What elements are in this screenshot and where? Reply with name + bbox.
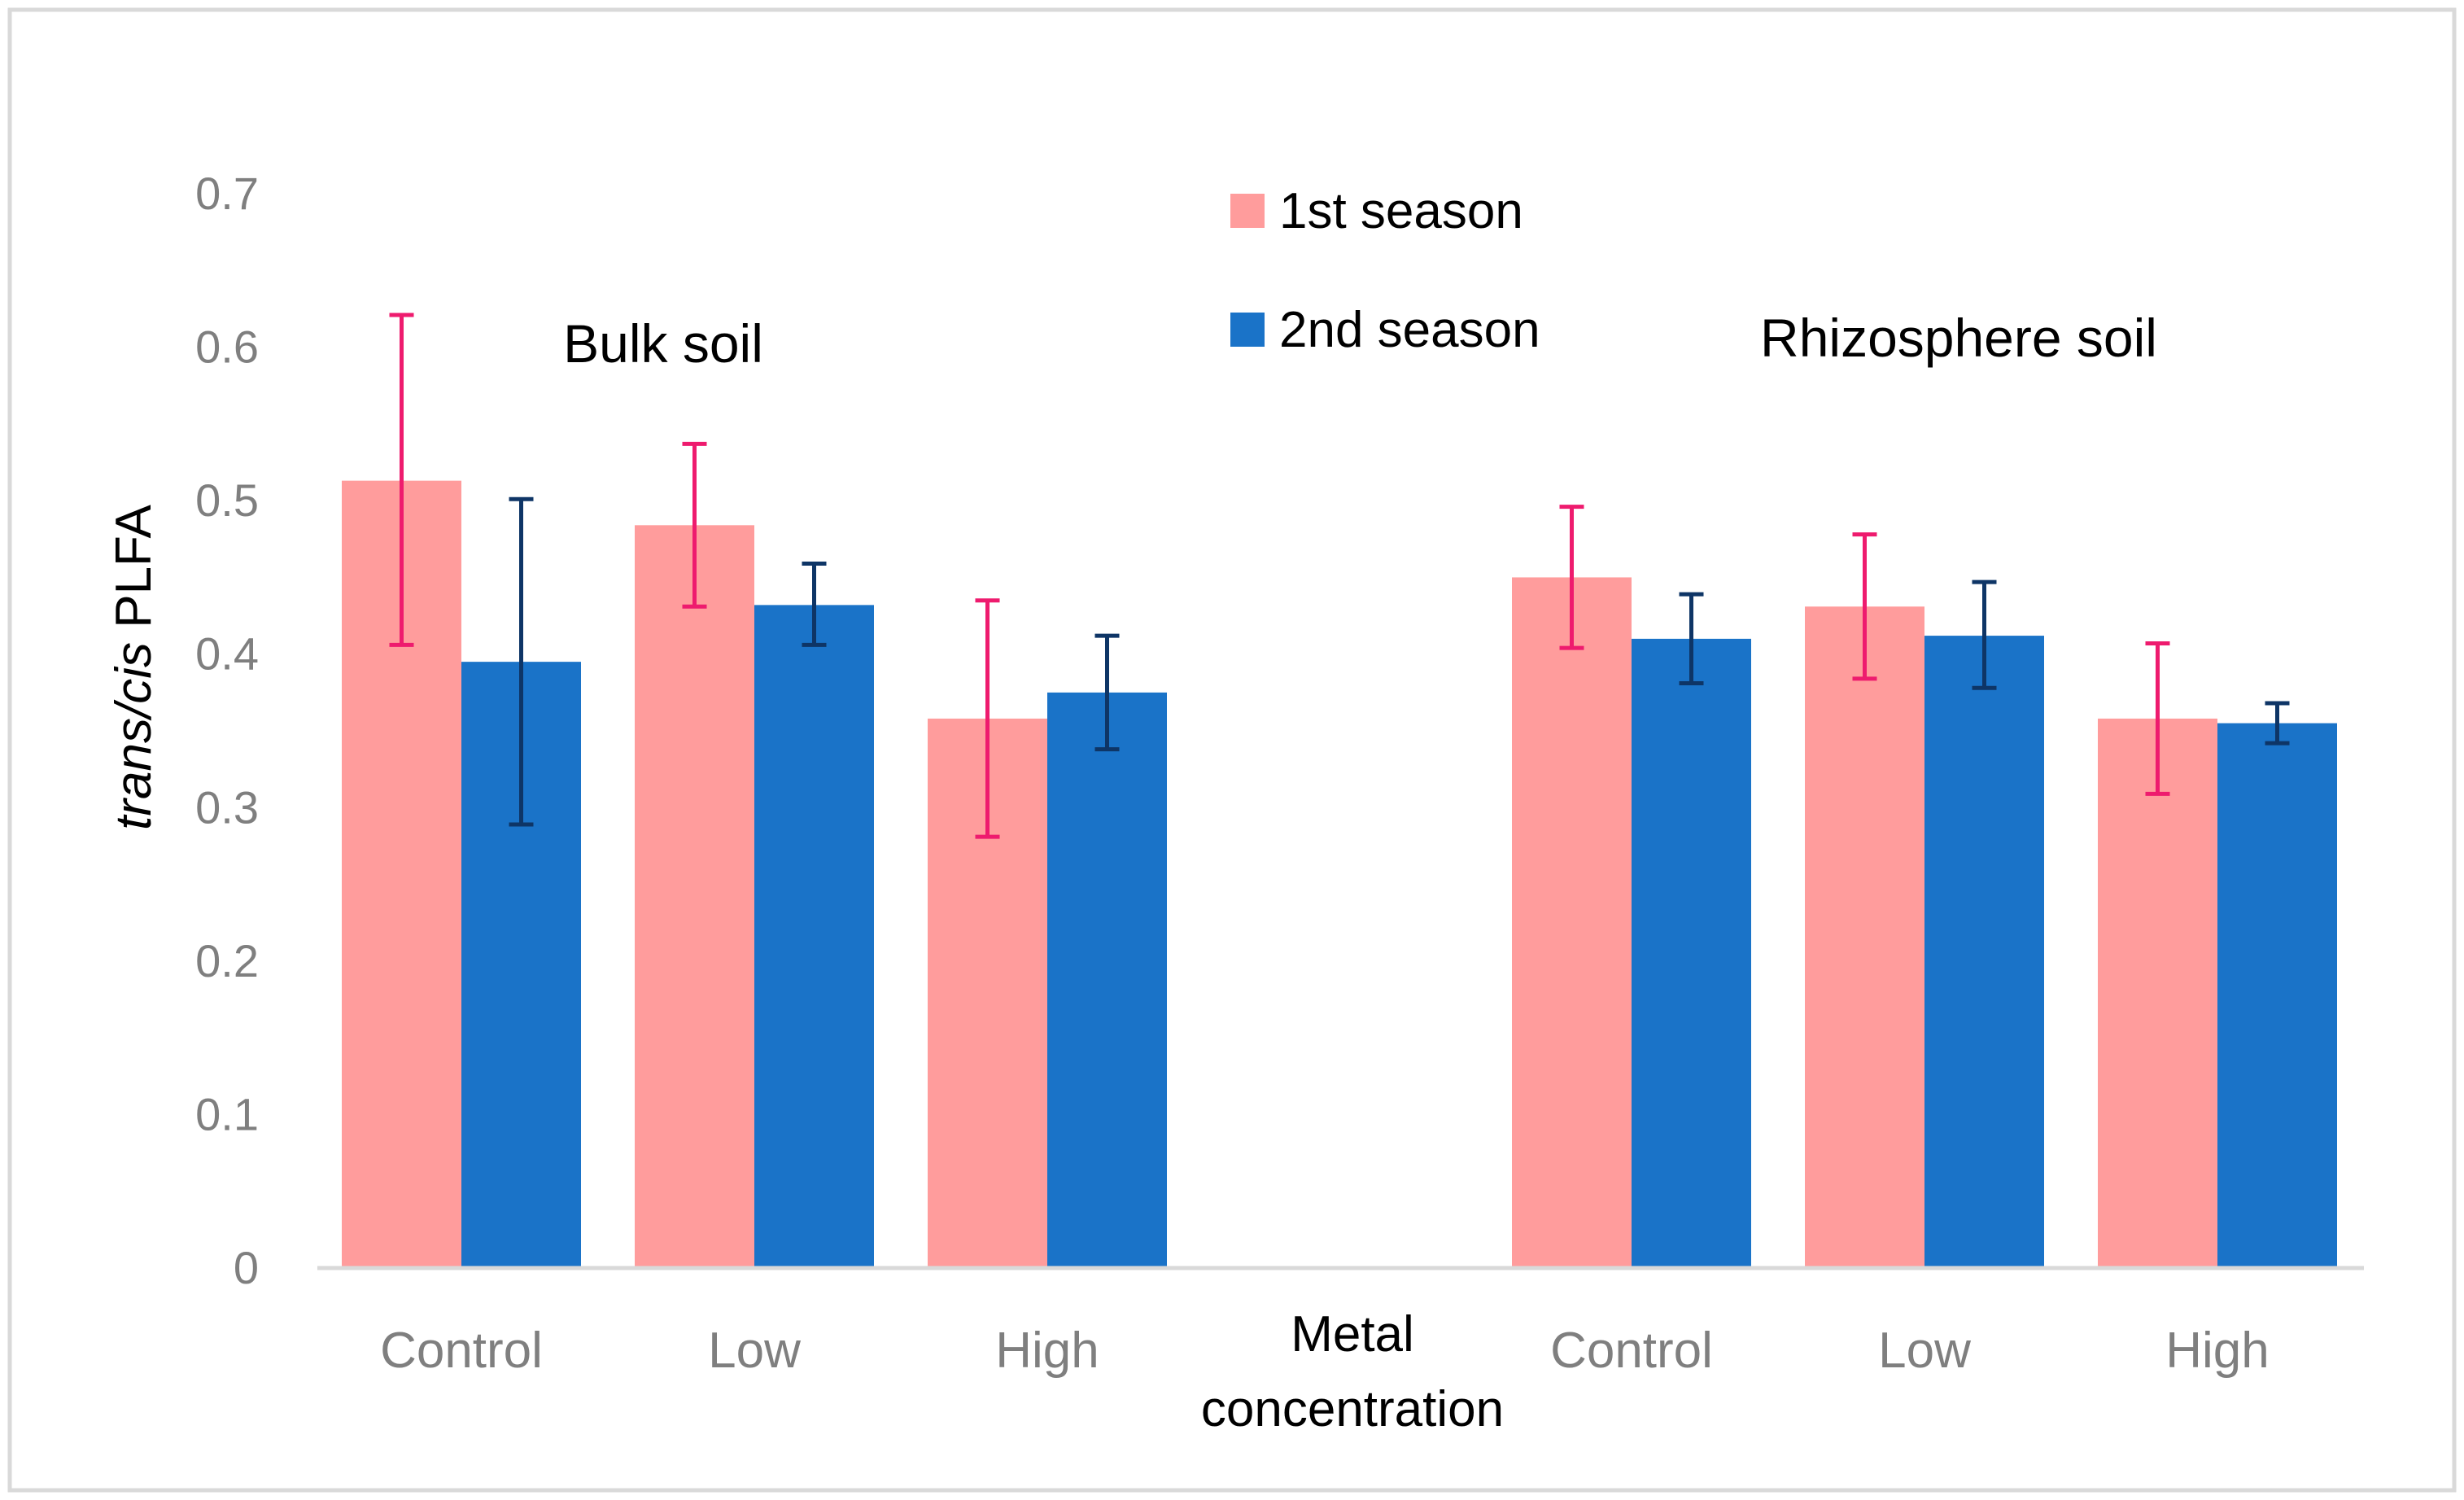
category-labels: Control Low High Control Low High [380, 1323, 2270, 1379]
x-category-label: Low [1878, 1323, 1971, 1379]
y-tick-label: 0.6 [195, 321, 259, 373]
y-axis-title-rest: PLFA [106, 505, 162, 643]
x-category-label: High [2165, 1323, 2270, 1379]
y-tick-label: 0 [234, 1242, 259, 1293]
error-bar [802, 561, 827, 647]
x-axis-title-line2: concentration [1201, 1381, 1504, 1437]
error-bars [389, 313, 2290, 839]
y-tick-label: 0.4 [195, 628, 259, 680]
bar-2nd-season [2217, 723, 2337, 1268]
bar-1st-season [1805, 606, 1924, 1268]
legend-swatch-1st-season [1230, 194, 1265, 228]
bar-2nd-season [1632, 638, 1751, 1268]
bar-2nd-season [1047, 692, 1167, 1268]
error-bar [1852, 532, 1877, 681]
error-bar [1094, 633, 1120, 752]
x-category-label: Low [708, 1323, 801, 1379]
x-category-label: Control [380, 1323, 543, 1379]
bar-1st-season [2098, 718, 2217, 1268]
error-bar [509, 496, 534, 827]
bar-1st-season [635, 525, 754, 1268]
x-category-label: Control [1550, 1323, 1713, 1379]
y-tick-label: 0.2 [195, 935, 259, 986]
legend-swatch-2nd-season [1230, 313, 1265, 347]
error-bar [682, 441, 707, 609]
bar-2nd-season [1924, 636, 2044, 1268]
error-bar [389, 313, 414, 647]
bars [342, 480, 2337, 1268]
y-tick-label: 0.7 [195, 168, 259, 219]
legend-label-2nd-season: 2nd season [1279, 302, 1540, 358]
legend-label-1st-season: 1st season [1279, 183, 1523, 239]
error-bar [1559, 505, 1584, 650]
y-axis-ticks: 0 0.1 0.2 0.3 0.4 0.5 0.6 0.7 [195, 168, 259, 1293]
error-bar [2145, 641, 2170, 796]
group-title-rhizosphere-soil: Rhizosphere soil [1760, 308, 2157, 368]
y-axis-title-italic: trans/cis [106, 642, 162, 830]
bar-1st-season [1512, 577, 1632, 1268]
y-axis-title: trans/cis PLFA [106, 505, 162, 830]
x-category-label: High [995, 1323, 1099, 1379]
y-tick-label: 0.3 [195, 781, 259, 833]
error-bar [1679, 592, 1704, 686]
bar-2nd-season [754, 605, 874, 1268]
error-bar [975, 598, 1000, 839]
legend: 1st season 2nd season [1230, 183, 1540, 358]
y-tick-label: 0.1 [195, 1088, 259, 1139]
y-tick-label: 0.5 [195, 474, 259, 526]
error-bar [1972, 579, 1997, 690]
group-title-bulk-soil: Bulk soil [563, 313, 763, 374]
x-axis-title-line1: Metal [1291, 1306, 1414, 1362]
error-bar [2265, 701, 2290, 746]
